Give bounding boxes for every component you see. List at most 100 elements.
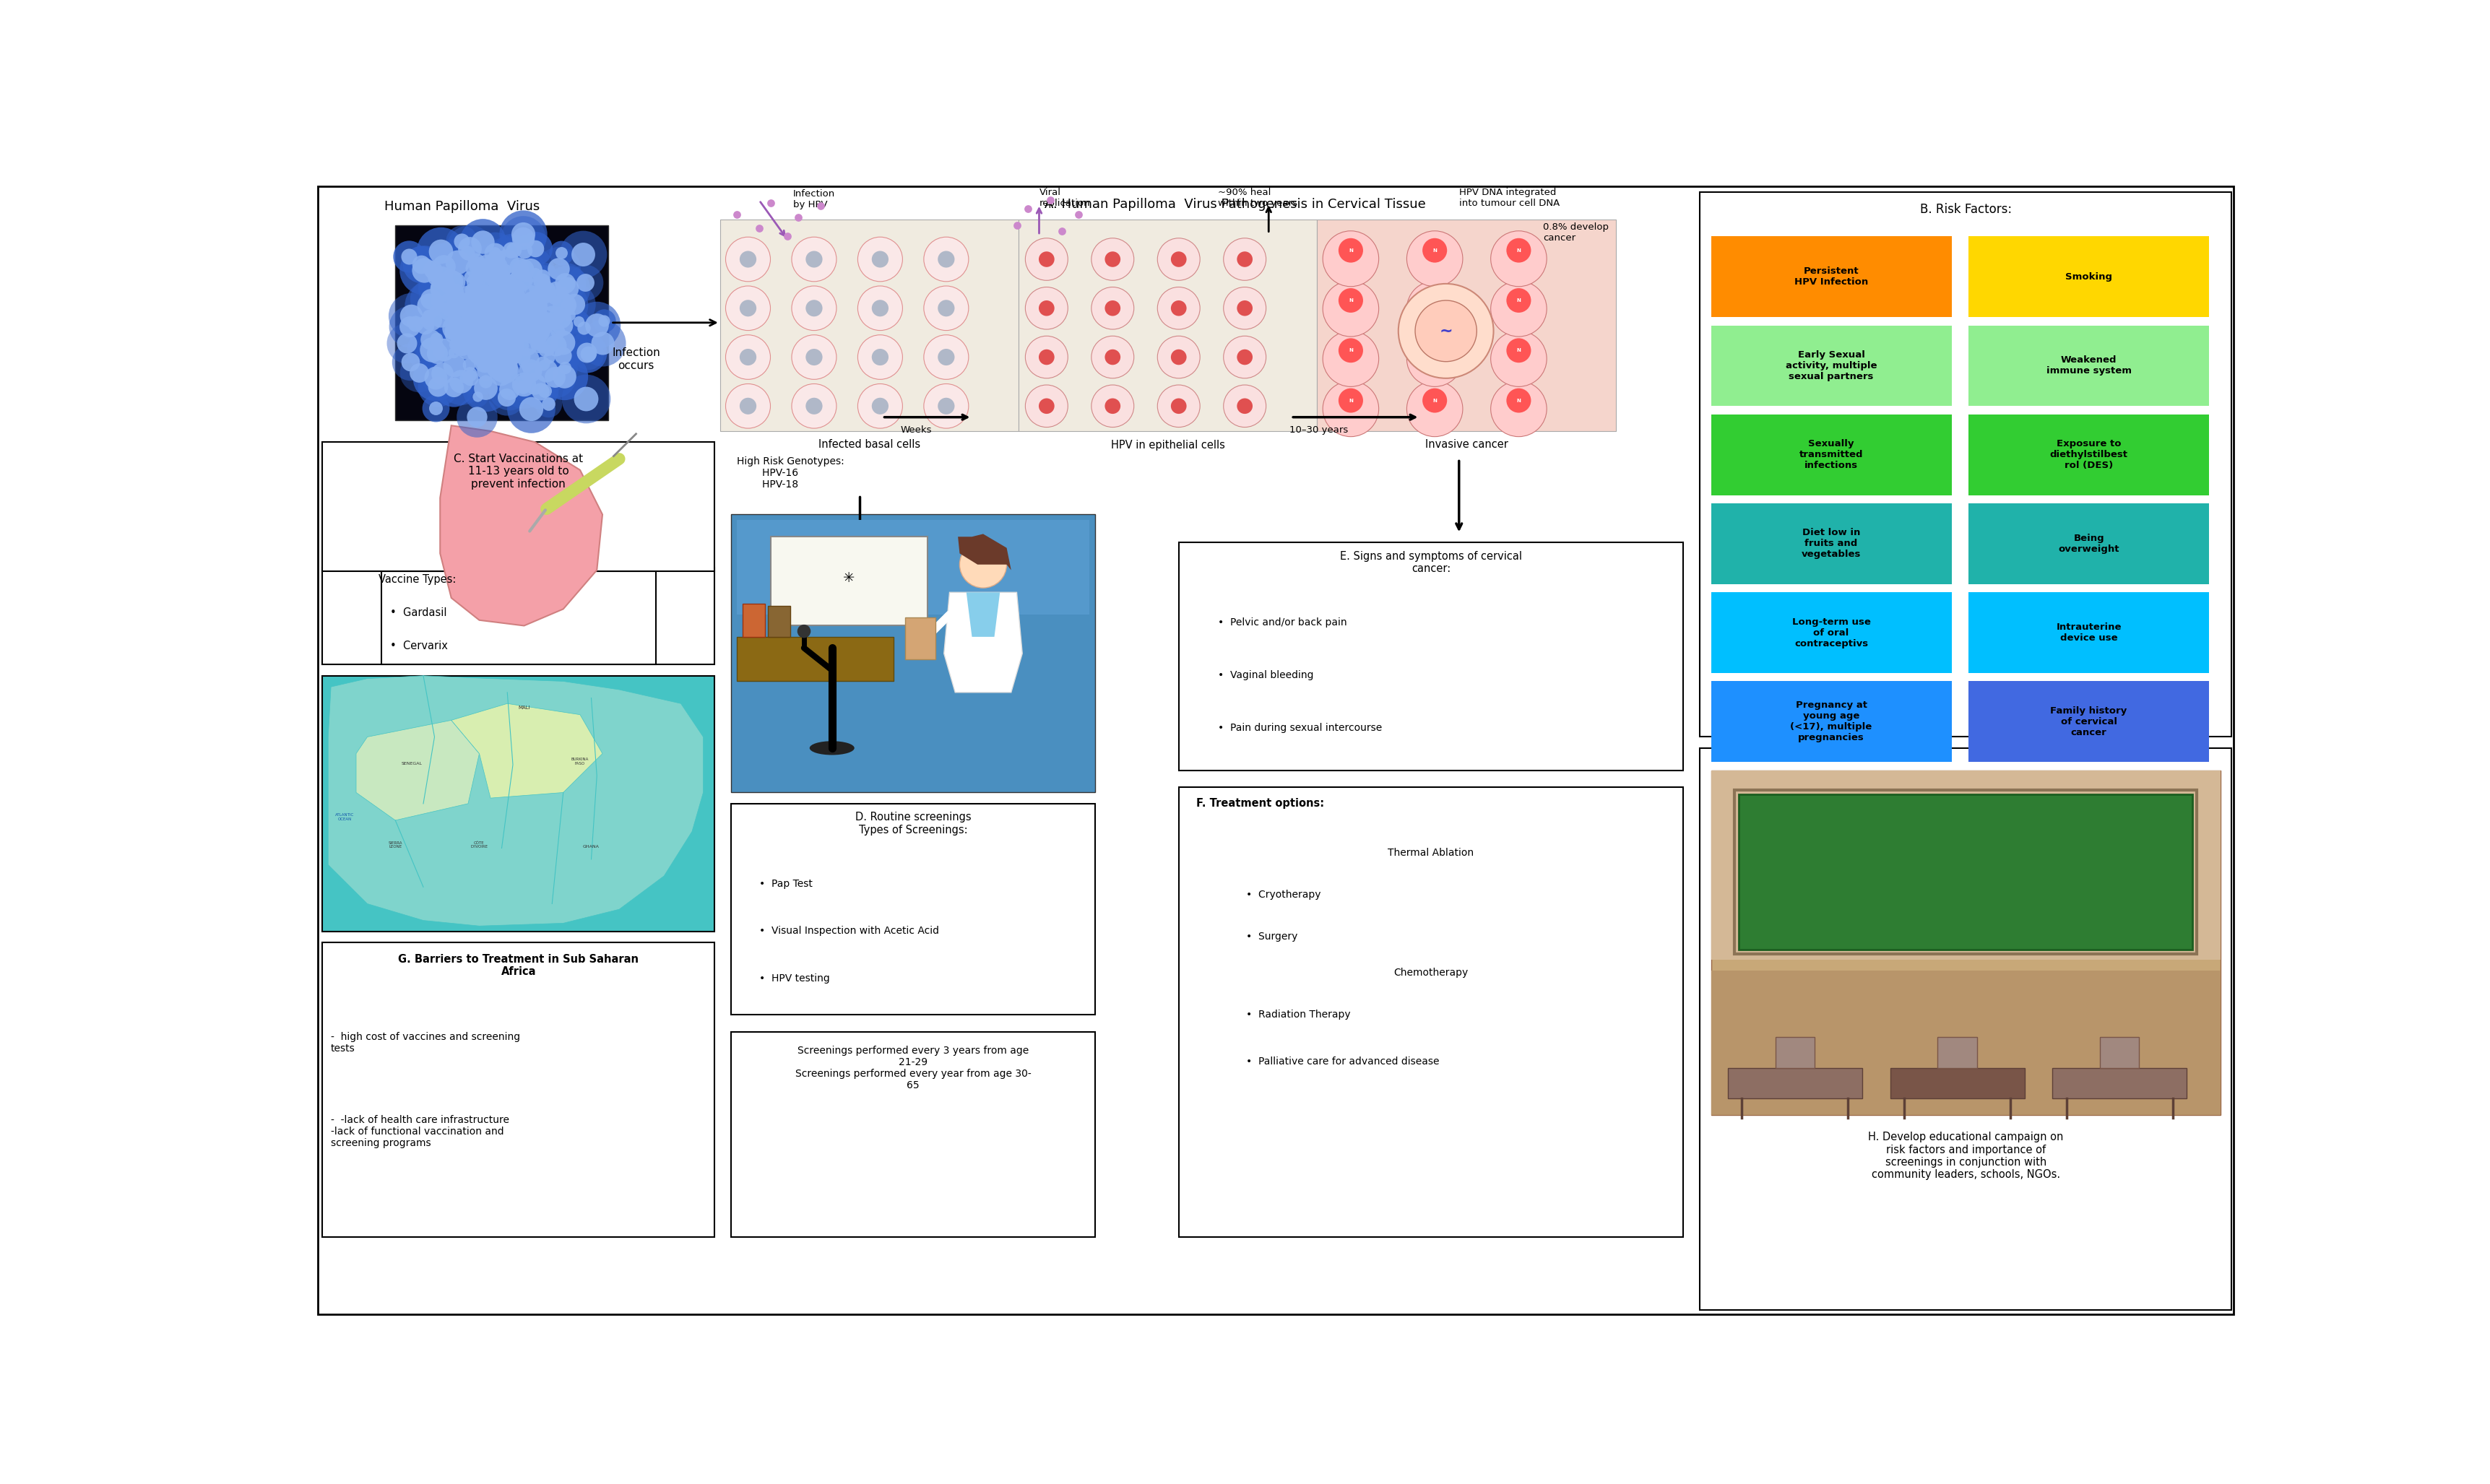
- Point: [510, 258, 550, 282]
- Point: [500, 267, 540, 291]
- Point: [468, 300, 508, 324]
- Point: [515, 331, 555, 355]
- Point: [436, 270, 476, 294]
- Point: [418, 289, 458, 313]
- Point: [448, 309, 488, 332]
- Point: [518, 324, 558, 347]
- Point: [458, 384, 498, 408]
- Point: [456, 337, 496, 361]
- FancyBboxPatch shape: [732, 515, 1096, 792]
- Point: [505, 239, 545, 263]
- Point: [446, 319, 486, 343]
- Point: [505, 355, 545, 378]
- Point: [408, 304, 448, 328]
- Point: [463, 230, 503, 254]
- Circle shape: [1238, 398, 1252, 414]
- Point: [471, 295, 510, 319]
- Text: N: N: [1347, 349, 1352, 353]
- Point: [515, 261, 555, 285]
- Point: [416, 396, 456, 420]
- Point: [520, 292, 560, 316]
- Circle shape: [939, 300, 954, 316]
- Point: [513, 291, 553, 315]
- Point: [466, 349, 505, 372]
- Point: [528, 392, 568, 416]
- Point: [448, 329, 488, 353]
- Point: [518, 324, 558, 347]
- Point: [448, 286, 488, 310]
- Point: [481, 304, 520, 328]
- Circle shape: [1106, 251, 1120, 267]
- Point: [453, 288, 493, 312]
- Point: [498, 301, 538, 325]
- FancyBboxPatch shape: [732, 1031, 1096, 1238]
- Point: [456, 301, 496, 325]
- Point: [518, 334, 558, 358]
- Point: [486, 270, 525, 294]
- Circle shape: [1026, 335, 1068, 378]
- Circle shape: [804, 349, 822, 365]
- Point: [473, 297, 513, 321]
- Point: [453, 341, 493, 365]
- Point: [481, 362, 520, 386]
- Point: [525, 378, 565, 402]
- Point: [458, 306, 498, 329]
- Point: [443, 331, 483, 355]
- Point: [466, 325, 505, 349]
- FancyBboxPatch shape: [1728, 1068, 1863, 1098]
- Point: [478, 355, 518, 378]
- FancyBboxPatch shape: [1711, 414, 1952, 496]
- FancyBboxPatch shape: [319, 187, 2234, 1315]
- Point: [515, 372, 555, 396]
- Text: •  HPV testing: • HPV testing: [759, 974, 829, 984]
- Point: [466, 283, 505, 307]
- Point: [481, 285, 520, 309]
- Point: [443, 315, 483, 338]
- Point: [451, 326, 491, 350]
- Point: [535, 365, 575, 389]
- Point: [508, 347, 548, 371]
- Point: [523, 264, 563, 288]
- Point: [543, 344, 583, 368]
- Point: [403, 313, 443, 337]
- Point: [510, 279, 550, 303]
- Point: [448, 288, 488, 312]
- Text: N: N: [1516, 248, 1521, 252]
- Point: [433, 318, 473, 341]
- Point: [578, 313, 618, 337]
- Point: [423, 278, 463, 301]
- FancyBboxPatch shape: [321, 675, 715, 932]
- Point: [433, 316, 473, 340]
- Point: [555, 292, 595, 316]
- Point: [453, 307, 493, 331]
- FancyBboxPatch shape: [1711, 592, 1952, 672]
- Point: [446, 324, 486, 347]
- Point: [453, 334, 493, 358]
- Point: [466, 310, 505, 334]
- Point: [535, 275, 575, 298]
- Point: [478, 344, 518, 368]
- Circle shape: [924, 384, 969, 429]
- Point: [491, 292, 530, 316]
- FancyBboxPatch shape: [1711, 325, 1952, 407]
- Text: •  Cervarix: • Cervarix: [388, 641, 448, 651]
- Point: [411, 288, 451, 312]
- Point: [453, 341, 493, 365]
- Point: [416, 326, 456, 350]
- Circle shape: [1026, 286, 1068, 329]
- Point: [466, 297, 505, 321]
- Point: [483, 318, 523, 341]
- Point: [500, 304, 540, 328]
- Point: [481, 269, 520, 292]
- Point: [473, 273, 513, 297]
- FancyBboxPatch shape: [1711, 503, 1952, 585]
- Text: •  Radiation Therapy: • Radiation Therapy: [1245, 1009, 1350, 1020]
- Point: [471, 319, 510, 343]
- Point: [520, 312, 560, 335]
- Point: [515, 331, 555, 355]
- Point: [401, 252, 441, 276]
- Text: ~: ~: [1439, 324, 1452, 338]
- Text: GHANA: GHANA: [583, 846, 600, 849]
- Point: [476, 245, 515, 269]
- Point: [458, 306, 498, 329]
